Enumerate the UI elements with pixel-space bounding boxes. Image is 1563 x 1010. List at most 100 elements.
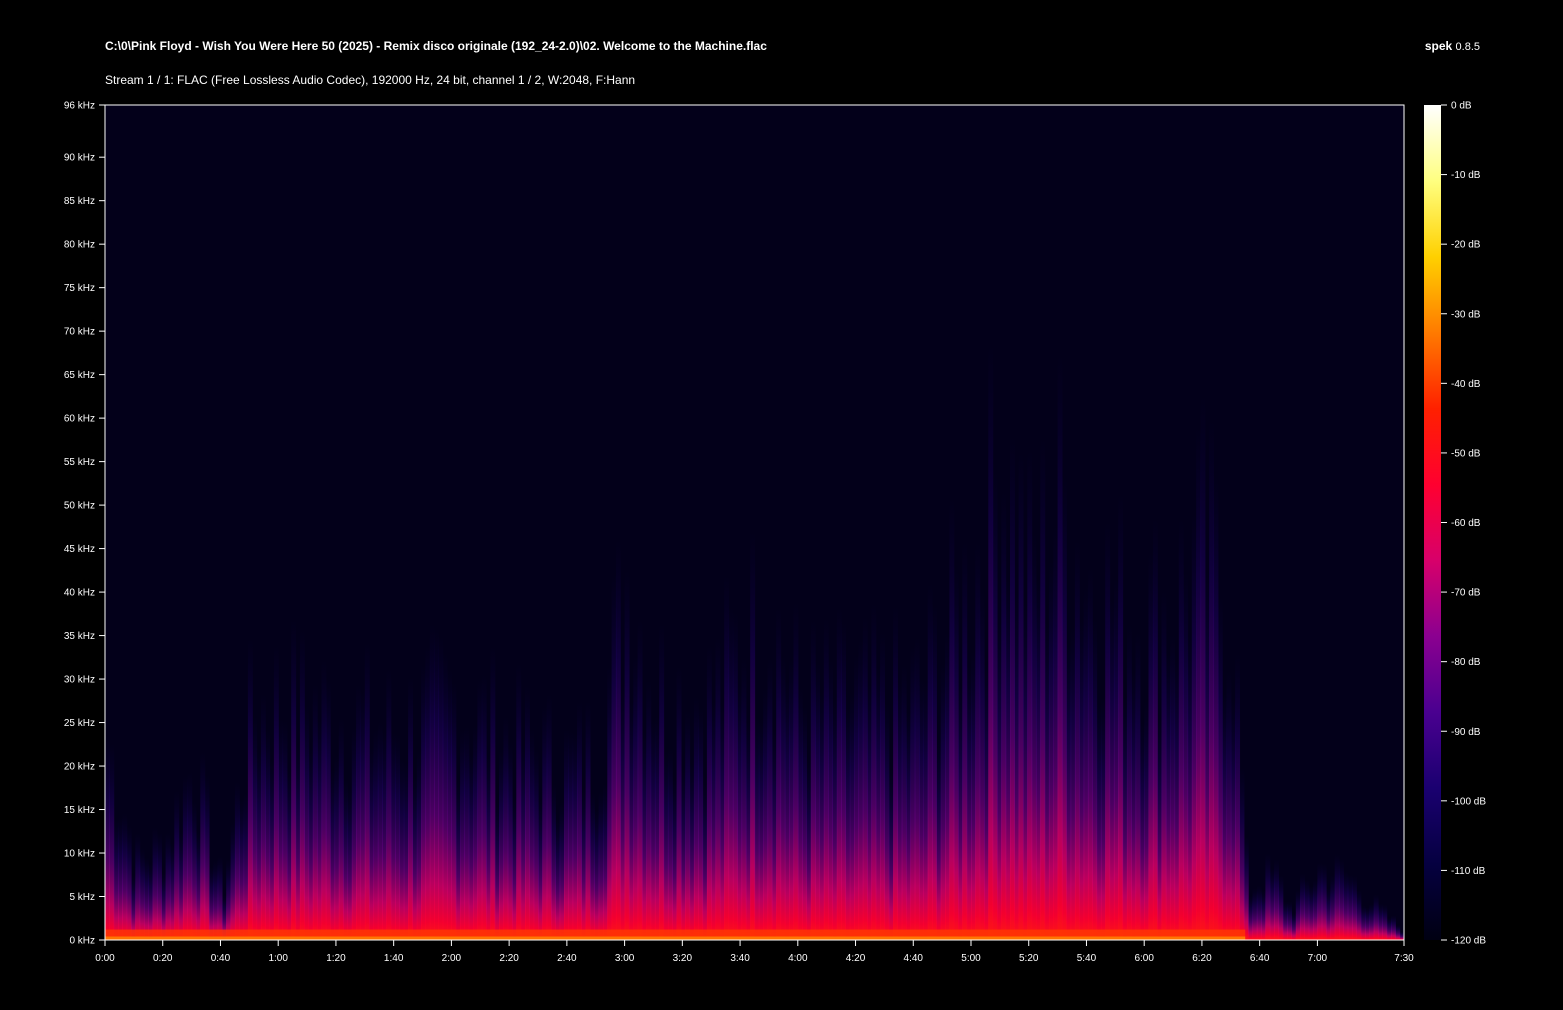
spectrum-column: [1239, 767, 1245, 940]
spectrum-column: [256, 750, 262, 940]
y-axis-tick-label: 90 kHz: [64, 153, 95, 164]
spectrum-column: [1070, 626, 1076, 940]
spectrum-column: [1165, 652, 1171, 940]
spectrum-column: [1135, 631, 1141, 940]
y-axis-tick-label: 35 kHz: [64, 631, 95, 642]
spectrum-column: [1113, 578, 1119, 940]
spectrum-column: [1157, 719, 1163, 940]
spectrum-column: [706, 645, 712, 940]
spectrum-column: [494, 801, 500, 940]
spectrum-column: [464, 726, 470, 940]
file-path-title: C:\0\Pink Floyd - Wish You Were Here 50 …: [105, 39, 767, 53]
spectrum-column: [382, 731, 388, 940]
db-scale-axis: 0 dB -10 dB -20 dB -30 dB -40 dB -50 dB -60 dB…: [1441, 101, 1486, 947]
spectrum-column: [152, 827, 158, 940]
spectrum-column: [1391, 915, 1396, 940]
spectrum-column: [741, 657, 747, 940]
spectrum-column: [126, 825, 132, 940]
spectrum-column: [776, 607, 782, 940]
db-color-scale-bar: [1424, 105, 1441, 940]
spectrum-column: [265, 729, 271, 940]
spectrum-column: [1261, 890, 1267, 940]
spectrum-column: [936, 740, 942, 940]
spectrum-column: [1308, 885, 1314, 940]
spectrum-column: [555, 818, 561, 940]
spectrum-column: [1161, 590, 1167, 940]
spectrum-column: [953, 566, 959, 940]
spectrum-column: [615, 539, 621, 940]
spectrum-column: [893, 605, 899, 940]
y-axis: 0 kHz 5 kHz 10 kHz 15 kHz 20 kHz 25 kHz 30 kHz…: [64, 101, 105, 947]
y-axis-tick-label: 25 kHz: [64, 718, 95, 729]
spectrum-column: [442, 652, 448, 940]
spectrum-column: [1230, 698, 1236, 940]
spectrum-column: [1152, 517, 1158, 940]
spectrum-column: [680, 767, 686, 940]
spectrum-column: [204, 775, 210, 940]
spectrum-column: [1386, 917, 1392, 940]
spectrum-column: [841, 621, 847, 940]
spectrum-column: [728, 606, 734, 940]
spectrum-column: [1031, 532, 1037, 940]
db-scale-tick-label: -90 dB: [1451, 727, 1481, 738]
spectrum-column: [1053, 524, 1059, 940]
spectrum-column: [1204, 570, 1210, 940]
spectrum-column: [412, 775, 418, 940]
spectrum-column: [1010, 435, 1015, 940]
spectrum-column: [732, 612, 738, 940]
db-scale-tick-label: 0 dB: [1451, 101, 1472, 112]
spectrum-column: [1265, 853, 1271, 940]
spectrum-column: [195, 831, 201, 940]
spectrum-column: [191, 801, 197, 940]
spectrum-column: [512, 796, 517, 940]
db-scale-tick-label: -80 dB: [1451, 657, 1481, 668]
app-name: spek: [1424, 39, 1453, 53]
spectrum-column: [317, 720, 323, 940]
y-axis-tick-label: 10 kHz: [64, 849, 95, 860]
spectrum-column: [1014, 591, 1020, 940]
spectrum-column: [1200, 394, 1206, 940]
x-axis-tick-label: 0:20: [153, 953, 173, 964]
spectrum-column: [239, 799, 245, 940]
spectrum-column: [490, 646, 496, 940]
spectrum-column: [338, 717, 344, 940]
spectrum-column: [131, 874, 136, 940]
spectrum-column: [1282, 901, 1288, 940]
spectrum-column: [377, 721, 383, 940]
db-scale-tick-label: -50 dB: [1451, 448, 1481, 459]
spectrum-column: [416, 750, 422, 940]
spectrum-column: [208, 866, 214, 940]
spectrum-column: [667, 747, 673, 940]
spectrum-column: [507, 741, 513, 940]
spectrum-column: [1036, 577, 1041, 940]
low-frequency-peak-band: [105, 936, 1246, 940]
spectrum-column: [1382, 904, 1388, 940]
y-axis-tick-label: 80 kHz: [64, 240, 95, 251]
spectrum-column: [654, 716, 660, 940]
spectrum-column: [178, 831, 184, 940]
spectrum-column: [343, 779, 349, 940]
spectrum-column: [715, 636, 721, 940]
spectrum-column: [165, 832, 171, 940]
spectrum-column: [1395, 925, 1401, 940]
spectrum-column: [693, 696, 699, 940]
db-scale-tick-label: -120 dB: [1451, 936, 1486, 947]
spectrum-column: [745, 721, 751, 940]
spectrum-column: [481, 674, 487, 940]
spectrum-column: [724, 574, 730, 940]
spectrum-column: [603, 783, 608, 940]
y-axis-tick-label: 60 kHz: [64, 414, 95, 425]
db-scale-tick-label: -30 dB: [1451, 309, 1481, 320]
spectrum-column: [888, 769, 894, 940]
x-axis-tick-label: 7:00: [1308, 953, 1328, 964]
spectrum-column: [880, 631, 886, 940]
spectrum-column: [395, 734, 401, 940]
spectrum-column: [386, 669, 392, 940]
spectrum-column: [516, 663, 522, 940]
spectrum-column: [118, 817, 123, 940]
spectrum-column: [1269, 868, 1275, 940]
spectrum-column: [1087, 566, 1093, 940]
spectrum-column: [984, 663, 989, 940]
spectrum-column: [607, 665, 613, 940]
spectrum-column: [273, 645, 279, 940]
